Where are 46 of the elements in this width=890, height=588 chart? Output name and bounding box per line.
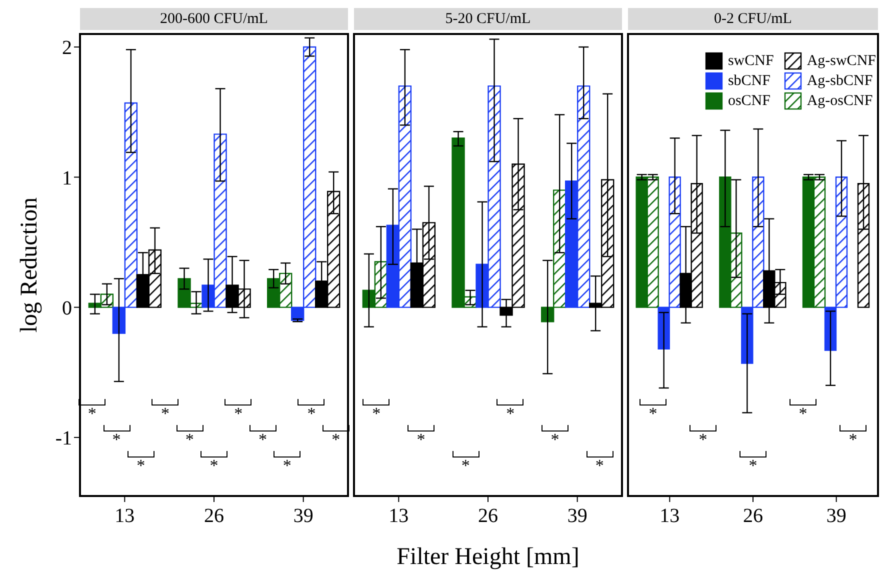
annotation: * [282,456,292,476]
y-axis-title: log Reduction [16,197,43,333]
annotation: * [233,404,244,424]
legend-label: swCNF [728,52,774,70]
annotation: * [184,430,195,450]
annotation: * [594,456,605,476]
annotation: * [505,404,516,424]
y-tick-label: -1 [55,428,72,450]
x-tick-label: 39 [826,505,846,528]
x-tick-label: 13 [660,505,680,528]
annotation: * [798,404,808,424]
annotation: * [257,430,268,450]
annotation: * [330,430,342,450]
y-tick-label: 1 [62,167,72,190]
annotation: * [208,456,220,476]
legend-label: osCNF [728,92,770,110]
x-tick-label: 13 [388,505,409,528]
x-tick-label: 39 [293,505,314,528]
annotation: * [136,456,146,476]
annotation: * [698,430,708,450]
legend-label: Ag-sbCNF [806,72,873,90]
annotation: * [160,404,171,424]
x-tick-label: 26 [743,505,763,528]
annotation: * [306,404,317,424]
annotation: * [550,430,560,450]
chart-title: 200-600 CFU/mL [80,8,348,30]
annotation: * [748,456,758,476]
chart-title: 0-2 CFU/mL [628,8,878,30]
x-tick-label: 13 [114,505,135,528]
x-tick-label: 26 [204,505,224,528]
legend-label: sbCNF [728,72,770,90]
y-tick-label: 2 [62,37,72,60]
annotation: * [848,430,858,450]
chart-title: 5-20 CFU/mL [354,8,622,30]
annotation: * [111,430,122,450]
x-axis-title: Filter Height [mm] [396,544,580,570]
legend-label: Ag-swCNF [806,52,876,70]
annotation: * [416,430,426,450]
x-tick-label: 39 [567,505,588,528]
annotation: * [648,404,658,424]
annotation: * [86,404,98,424]
legend-label: Ag-osCNF [806,92,873,110]
x-tick-label: 26 [478,505,498,528]
y-tick-label: 0 [62,297,72,320]
annotation: * [371,404,382,424]
annotation: * [460,456,471,476]
